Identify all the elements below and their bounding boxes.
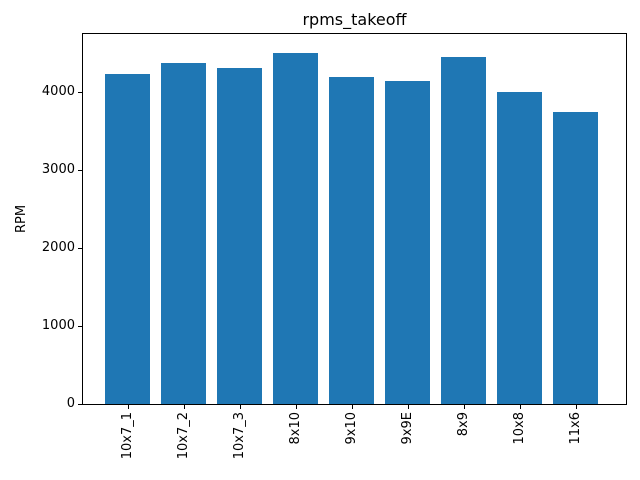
- x-tick-label-8x10: 8x10: [287, 412, 303, 445]
- y-tick-mark-2000: [78, 248, 82, 249]
- y-tick-mark-0: [78, 404, 82, 405]
- y-tick-label-1000: 1000: [41, 318, 75, 333]
- bar-8x9: [441, 57, 486, 404]
- x-tick-label-10x7_1: 10x7_1: [119, 412, 135, 460]
- bar-10x7_2: [161, 63, 206, 404]
- y-axis-label: RPM: [14, 204, 29, 234]
- x-tick-label-10x8: 10x8: [511, 412, 527, 445]
- bar-9x10: [329, 77, 374, 404]
- bar-11x6: [553, 112, 598, 404]
- x-tick-mark-8x9: [464, 405, 465, 409]
- x-tick-mark-8x10: [296, 405, 297, 409]
- y-tick-mark-4000: [78, 92, 82, 93]
- x-tick-label-9x9E: 9x9E: [399, 412, 415, 445]
- x-tick-mark-10x7_3: [240, 405, 241, 409]
- bar-10x7_1: [105, 74, 150, 404]
- bar-10x8: [497, 92, 542, 404]
- x-tick-mark-10x8: [520, 405, 521, 409]
- x-tick-label-8x9: 8x9: [455, 412, 471, 437]
- x-tick-mark-9x9E: [408, 405, 409, 409]
- bar-8x10: [273, 53, 318, 404]
- y-tick-label-3000: 3000: [41, 162, 75, 177]
- x-tick-label-10x7_3: 10x7_3: [231, 412, 247, 460]
- x-tick-label-10x7_2: 10x7_2: [175, 412, 191, 460]
- y-tick-mark-3000: [78, 170, 82, 171]
- x-tick-label-9x10: 9x10: [343, 412, 359, 445]
- x-tick-mark-10x7_1: [128, 405, 129, 409]
- y-tick-mark-1000: [78, 326, 82, 327]
- bar-10x7_3: [217, 68, 262, 404]
- y-tick-label-2000: 2000: [41, 240, 75, 255]
- x-tick-mark-9x10: [352, 405, 353, 409]
- chart-title: rpms_takeoff: [302, 10, 407, 29]
- plot-area: [82, 33, 627, 405]
- x-tick-mark-10x7_2: [184, 405, 185, 409]
- bar-9x9E: [385, 81, 430, 404]
- y-tick-label-4000: 4000: [41, 84, 75, 99]
- y-tick-label-0: 0: [66, 396, 75, 411]
- x-tick-mark-11x6: [576, 405, 577, 409]
- x-tick-label-11x6: 11x6: [567, 412, 583, 445]
